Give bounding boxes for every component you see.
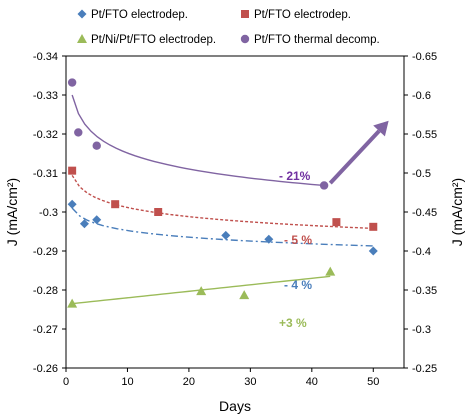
legend-label-series-2: Pt/FTO electrodep. [254, 9, 351, 21]
annotations [328, 120, 389, 185]
data-point-series-3 [239, 290, 250, 300]
data-point-series-2 [369, 222, 378, 231]
data-points [67, 78, 378, 308]
data-point-series-1 [368, 246, 378, 256]
trend-arrow-head [373, 120, 389, 137]
left-axis-ticks: -0.26 -0.27 -0.28 -0.29 -0.3 -0.31 -0.32 -0.33 -… [33, 51, 66, 375]
x-tick-label: 40 [306, 376, 318, 388]
right-tick-label: -0.25 [412, 363, 437, 375]
x-tick-label: 50 [367, 376, 379, 388]
trend-line-series-2 [71, 174, 374, 230]
plot-frame [65, 55, 405, 369]
trend-arrow-shaft [328, 129, 381, 185]
legend-marker-series-4 [240, 34, 250, 44]
x-axis-ticks: 0 10 20 30 40 50 [63, 368, 379, 388]
right-tick-label: -0.45 [412, 207, 437, 219]
data-point-series-1 [92, 215, 102, 225]
plot-area [65, 55, 405, 369]
left-tick-label: -0.29 [33, 246, 58, 258]
data-point-series-4 [67, 78, 77, 87]
change-label-series-2: - 5 % [284, 233, 312, 247]
data-point-series-1 [79, 219, 89, 229]
x-tick-label: 30 [244, 376, 256, 388]
left-tick-label: -0.27 [33, 324, 58, 336]
x-tick-label: 10 [121, 376, 133, 388]
x-tick-label: 20 [183, 376, 195, 388]
data-point-series-3 [196, 286, 207, 296]
legend-marker-series-2 [241, 10, 249, 18]
left-tick-label: -0.28 [33, 285, 58, 297]
x-axis-title: Days [219, 398, 251, 414]
data-point-series-2 [154, 208, 163, 216]
data-point-series-1 [264, 234, 274, 244]
data-point-series-2 [332, 218, 341, 227]
change-label-series-4: - 21% [279, 169, 311, 183]
data-point-series-2 [111, 200, 120, 209]
change-label-series-3: +3 % [279, 316, 307, 330]
trend-line-series-4 [71, 94, 325, 187]
left-tick-label: -0.34 [33, 51, 58, 63]
data-point-series-1 [67, 199, 77, 209]
change-label-series-1: - 4 % [284, 278, 312, 292]
legend-label-series-1: Pt/FTO electrodep. [91, 9, 188, 21]
right-axis-ticks: -0.25 -0.3 -0.35 -0.4 -0.45 -0.5 -0.55 -0.6 -0.6… [404, 51, 437, 375]
data-point-series-4 [74, 128, 83, 137]
left-tick-label: -0.26 [33, 363, 58, 375]
legend-marker-series-1 [77, 9, 87, 19]
right-tick-label: -0.35 [412, 285, 437, 297]
left-y-axis-title: J (mA/cm²) [4, 178, 20, 246]
right-y-axis-title: J (mA/cm²) [449, 178, 465, 246]
left-tick-label: -0.32 [33, 129, 58, 141]
data-point-series-4 [319, 181, 329, 190]
x-tick-label: 0 [63, 376, 69, 388]
right-tick-label: -0.3 [412, 324, 431, 336]
right-tick-label: -0.4 [412, 246, 431, 258]
legend-label-series-3: Pt/Ni/Pt/FTO electrodep. [91, 34, 216, 46]
data-point-series-1 [221, 230, 231, 240]
right-tick-label: -0.6 [412, 90, 431, 102]
right-tick-label: -0.5 [412, 168, 431, 180]
right-tick-label: -0.55 [412, 129, 437, 141]
data-point-series-3 [325, 266, 336, 276]
data-point-series-3 [67, 298, 78, 308]
left-tick-label: -0.33 [33, 90, 58, 102]
left-tick-label: -0.3 [39, 207, 58, 219]
legend: Pt/FTO electrodep. Pt/FTO electrodep. Pt/N… [77, 9, 380, 46]
percent-labels: - 4 % - 5 % +3 % - 21% [279, 169, 312, 330]
data-point-series-4 [92, 141, 101, 150]
data-point-series-2 [68, 166, 77, 175]
legend-label-series-4: Pt/FTO thermal decomp. [254, 34, 380, 46]
trend-line-series-1 [71, 207, 374, 247]
legend-marker-series-3 [77, 34, 87, 43]
right-tick-label: -0.65 [412, 51, 437, 63]
left-tick-label: -0.31 [33, 168, 58, 180]
